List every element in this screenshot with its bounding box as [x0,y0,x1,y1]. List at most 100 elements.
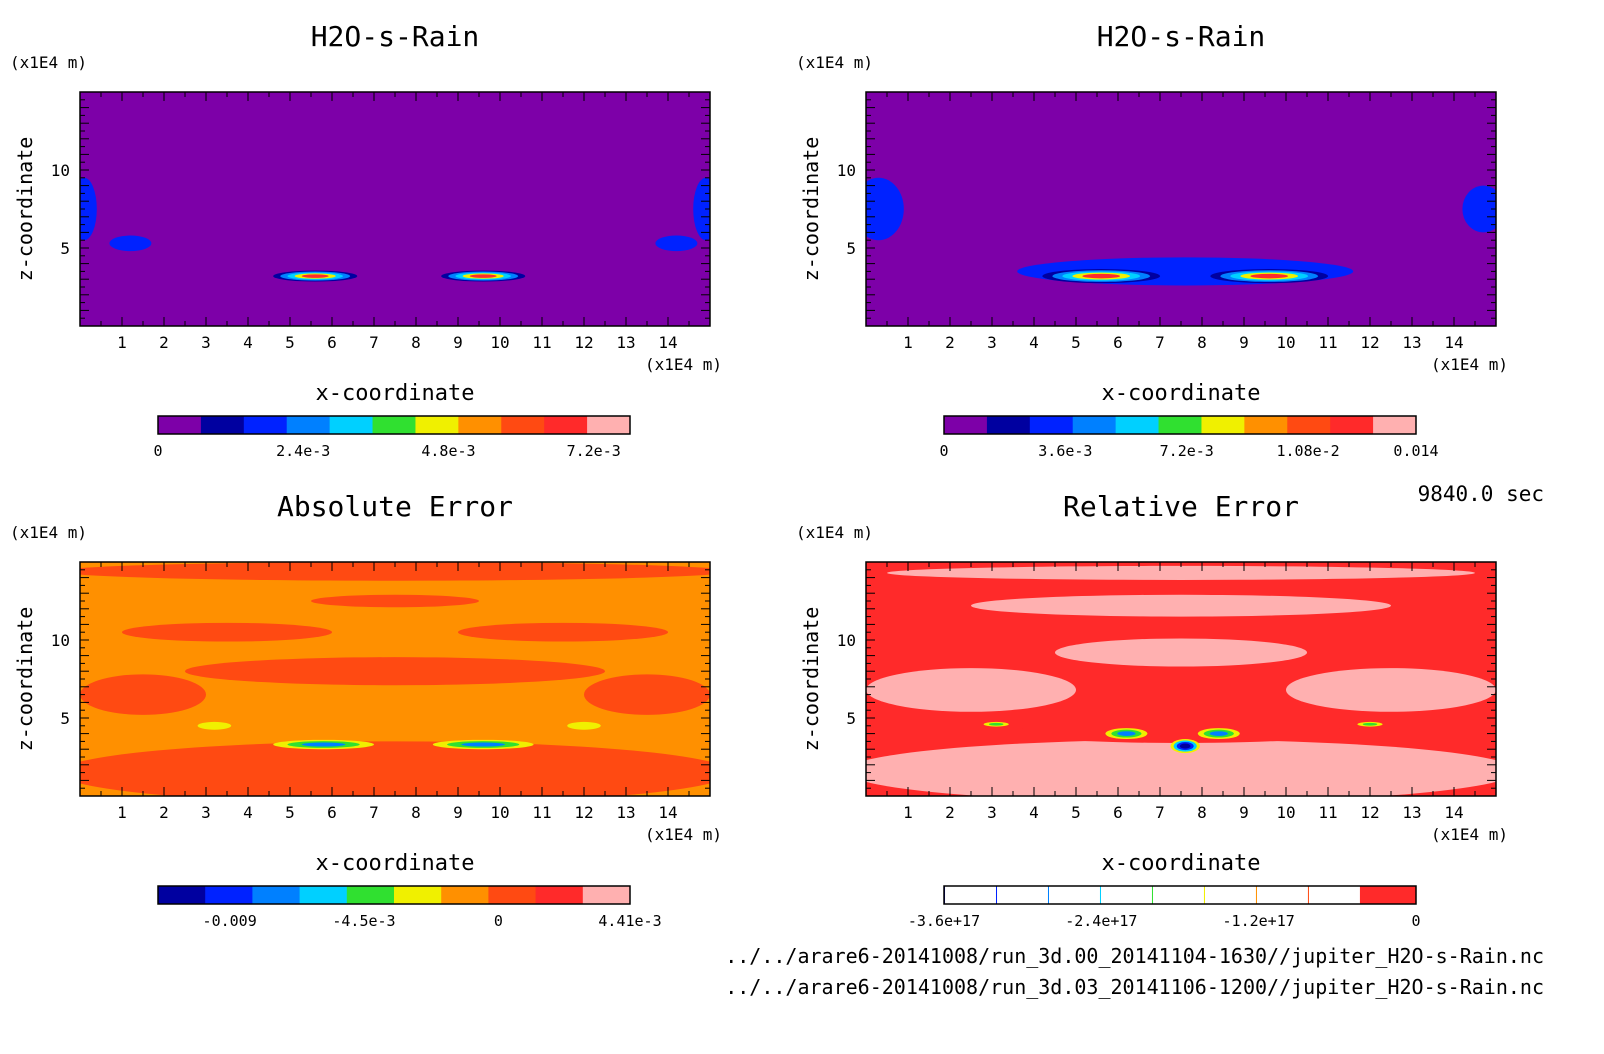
x-tick-label: 14 [1444,803,1463,822]
y-tick-label: 10 [51,161,70,180]
x-tick-label: 9 [453,803,463,822]
x-tick-label: 5 [285,333,295,352]
colorbar-segment [329,416,374,434]
x-unit-label: (x1E4 m) [1431,825,1508,844]
x-tick-label: 12 [574,333,593,352]
x-tick-label: 7 [369,333,379,352]
field-contour-1-1 [866,739,1496,796]
y-unit-label: (x1E4 m) [10,53,87,72]
chart-title: Relative Error [1063,490,1299,523]
y-tick-label: 5 [846,239,856,258]
x-tick-label: 6 [327,803,337,822]
y-axis-label: z-coordinate [799,137,823,282]
field-contour-10-1 [567,721,601,730]
chart-panel-2: H2O-s-Rain(x1E4 m)1 2 3 4 5 6 7 8 9 10 11 12 13 14510… [796,20,1508,460]
field-contour-4-1 [1055,638,1307,667]
x-tick-label: 14 [658,803,677,822]
colorbar-segment [945,886,997,904]
x-tick-label: 11 [1318,803,1337,822]
x-tick-label: 1 [903,333,913,352]
x-unit-label: (x1E4 m) [645,355,722,374]
chart-panel-4: Relative Error(x1E4 m)1 2 3 4 5 6 7 8 9 10 11 12 13 1… [796,490,1508,930]
footer-file-1: ../../arare6-20141008/run_3d.00_20141104… [725,944,1544,968]
colorbar: 0 2.4e-3 4.8e-3 7.2e-3 [153,415,631,460]
field-contour-2-5 [469,274,497,278]
x-axis-label: x-coordinate [1102,381,1261,406]
x-tick-label: 3 [987,803,997,822]
colorbar-segment [1204,886,1257,904]
x-tick-label: 5 [1071,333,1081,352]
field-contour-3-1 [122,622,332,642]
x-tick-label: 7 [1155,803,1165,822]
x-tick-label: 13 [1402,803,1421,822]
field-contour-11-2 [988,722,1004,726]
field-contour-12-2 [1362,722,1378,726]
chart-title: H2O-s-Rain [311,20,480,53]
colorbar-label: -1.2e+17 [1223,912,1295,930]
colorbar-segment [1244,416,1288,434]
colorbar-segment [1203,886,1206,904]
colorbar-label: 4.8e-3 [421,442,475,460]
x-tick-label: 2 [159,803,169,822]
colorbar-segment [986,416,1031,434]
x-tick-label: 8 [411,803,421,822]
colorbar-segment [1359,886,1417,904]
plot-background [80,92,710,326]
x-tick-label: 3 [201,803,211,822]
x-tick-label: 10 [490,803,509,822]
x-axis-label: x-coordinate [1102,851,1261,876]
colorbar-label: 7.2e-3 [1160,442,1214,460]
plot-area [80,562,710,796]
colorbar-segment [535,886,584,904]
field-contour-2-1 [866,668,1076,712]
field-contour-4-1 [458,622,668,642]
x-tick-label: 11 [532,333,551,352]
colorbar-label: -0.009 [203,912,257,930]
x-tick-label: 6 [327,333,337,352]
x-tick-label: 2 [159,333,169,352]
colorbar-segment [200,416,245,434]
x-tick-label: 5 [1071,803,1081,822]
x-tick-label: 12 [1360,333,1379,352]
x-unit-label: (x1E4 m) [1431,355,1508,374]
colorbar-segment [1151,886,1154,904]
x-tick-label: 7 [1155,333,1165,352]
field-contour-4-1 [866,177,904,241]
colorbar-frame [943,415,1417,435]
colorbar-segment [158,416,202,434]
colorbar-segment [488,886,537,904]
chart-panel-3: Absolute Error(x1E4 m)1 2 3 4 5 6 7 8 9 10 11 12 13 1… [10,490,722,930]
field-contour-2-1 [185,657,605,686]
colorbar-segment [1201,416,1245,434]
colorbar-label: 1.08e-2 [1277,442,1340,460]
colorbar-segment [252,886,301,904]
y-unit-label: (x1E4 m) [10,523,87,542]
colorbar-label: -3.6e+17 [908,912,980,930]
colorbar-segment [372,416,416,434]
field-contour-7-1 [1013,721,1349,743]
x-tick-label: 2 [945,803,955,822]
x-tick-label: 7 [369,803,379,822]
plot-area [866,92,1496,326]
plot-area [80,92,710,326]
x-tick-label: 4 [243,803,253,822]
y-tick-label: 5 [60,709,70,728]
plot-area [866,562,1496,796]
field-contour-8-1 [584,674,710,715]
x-tick-label: 14 [1444,333,1463,352]
x-tick-label: 6 [1113,333,1123,352]
colorbar-segment [1287,416,1331,434]
x-tick-label: 1 [117,333,127,352]
x-tick-label: 1 [117,803,127,822]
y-axis-label: z-coordinate [13,137,37,282]
colorbar-segment [1308,886,1361,904]
x-tick-label: 6 [1113,803,1123,822]
field-contour-6-1 [887,565,1475,580]
y-tick-label: 10 [51,631,70,650]
x-tick-label: 4 [1029,803,1039,822]
field-contour-6-1 [311,594,479,608]
y-tick-label: 5 [846,709,856,728]
colorbar-segment [1255,886,1258,904]
field-contour-5-1 [1462,185,1496,233]
colorbar-label: 3.6e-3 [1038,442,1092,460]
